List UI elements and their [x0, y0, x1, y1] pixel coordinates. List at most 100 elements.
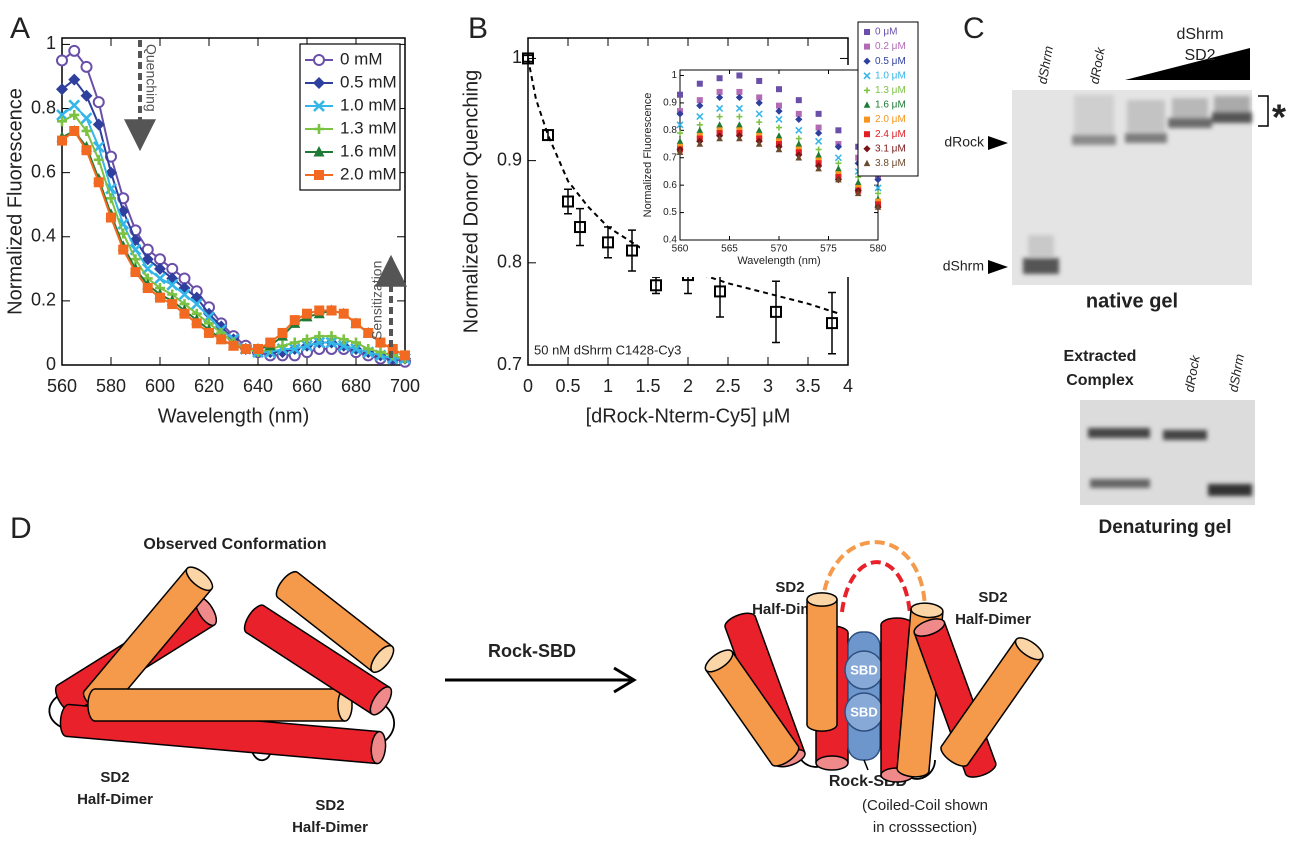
y-tick-label: 0.4: [31, 226, 56, 246]
marker: [82, 145, 92, 155]
error-bar: [564, 189, 572, 214]
marker: [69, 100, 79, 110]
y-tick-label: 0.2: [31, 290, 56, 310]
marker: [167, 264, 177, 274]
x-tick-label: 640: [243, 376, 273, 396]
gradient-label: dShrm: [1176, 26, 1223, 43]
panel-label: C: [963, 12, 985, 45]
x-axis-title: Wavelength (nm): [158, 405, 310, 427]
marker: [697, 81, 703, 87]
half-dimer-label: Half-Dimer: [955, 611, 1031, 628]
half-dimer-label: Half-Dimer: [292, 819, 368, 836]
x-tick-label: 560: [47, 376, 77, 396]
gel-label: Extracted: [1064, 348, 1137, 365]
legend-label: 0.5 mM: [340, 72, 397, 91]
panel-label: B: [468, 12, 488, 45]
legend-label: 1.3 μM: [875, 85, 906, 96]
marker: [69, 46, 79, 56]
marker: [155, 273, 165, 283]
y-tick-label: 1: [671, 70, 677, 81]
half-dimer-label: SD2: [100, 769, 129, 786]
marker: [167, 299, 177, 309]
y-tick-label: 0: [46, 354, 56, 374]
gel-title: Denaturing gel: [1098, 517, 1231, 538]
error-bar: [828, 292, 836, 353]
marker-arrow: [988, 136, 1008, 150]
y-tick-label: 0.8: [663, 125, 677, 136]
y-axis-title: Normalized Fluorescence: [4, 88, 26, 315]
bracket: [1258, 96, 1268, 126]
legend-label: 3.1 μM: [875, 143, 906, 154]
gel-label: Complex: [1066, 372, 1134, 389]
figure: A B C D dShrm dRock dShrm SD2 dRock dShr…: [0, 0, 1296, 862]
error-bar: [628, 230, 636, 271]
y-axis-title: Normalized Donor Quenching: [460, 70, 482, 333]
gradient-label: SD2: [1184, 47, 1215, 64]
marker: [314, 306, 324, 316]
x-axis-title: Wavelength (nm): [737, 255, 820, 267]
marker: [351, 318, 361, 328]
y-tick-label: 1: [46, 33, 56, 53]
marker: [816, 111, 822, 117]
marker: [736, 72, 742, 78]
y-tick-label: 0.8: [31, 97, 56, 117]
x-tick-label: 600: [145, 376, 175, 396]
error-bar: [544, 130, 552, 140]
helix: [88, 689, 352, 721]
y-tick-label: 0.7: [497, 354, 522, 374]
marker: [302, 309, 312, 319]
marker: [241, 344, 251, 354]
note: in crosssection): [873, 819, 977, 836]
marker: [118, 245, 128, 255]
x-tick-label: 700: [390, 376, 420, 396]
lane-label: dShrm: [1035, 45, 1056, 85]
x-tick-label: 580: [870, 244, 887, 255]
marker: [192, 318, 202, 328]
legend-label: 0 mM: [340, 49, 383, 68]
marker: [94, 177, 104, 187]
legend-label: 1.3 mM: [340, 118, 397, 137]
marker: [314, 170, 324, 180]
sbd-label: SBD: [850, 704, 877, 719]
helix-cap: [816, 756, 848, 770]
half-dimer-label: Half-Dimer: [77, 791, 153, 808]
diagram-title: Observed Conformation: [143, 536, 326, 553]
legend-label: 0.5 μM: [875, 56, 906, 67]
marker: [400, 350, 410, 360]
marker: [265, 338, 275, 348]
error-bar: [604, 227, 612, 258]
marker: [216, 334, 226, 344]
marker: [327, 306, 337, 316]
marker: [864, 29, 870, 35]
marker: [756, 78, 762, 84]
error-bar: [772, 281, 780, 342]
legend-label: 2.0 μM: [875, 114, 906, 125]
legend-label: 1.6 μM: [875, 100, 906, 111]
marker: [57, 136, 67, 146]
note: (Coiled-Coil shown: [862, 797, 988, 814]
x-tick-label: 575: [820, 244, 837, 255]
half-dimer-label: SD2: [315, 797, 344, 814]
x-tick-label: 660: [292, 376, 322, 396]
half-dimer-label: SD2: [978, 589, 1007, 606]
marker: [835, 127, 841, 133]
legend-label: 2.4 μM: [875, 129, 906, 140]
panel-label: A: [10, 12, 30, 45]
legend-label: 1.0 mM: [340, 95, 397, 114]
marker: [155, 293, 165, 303]
marker: [278, 328, 288, 338]
marker: [57, 55, 67, 65]
x-tick-label: 0: [523, 376, 533, 396]
page: A B C D dShrm dRock dShrm SD2 dRock dShr…: [0, 0, 1296, 862]
helix-cap: [807, 593, 837, 606]
marker: [180, 309, 190, 319]
panel-label: D: [10, 512, 32, 545]
x-tick-label: 580: [96, 376, 126, 396]
marker: [314, 55, 324, 65]
x-tick-label: 0.5: [555, 376, 580, 396]
annotation: Quenching: [143, 44, 159, 112]
marker: [94, 97, 104, 107]
marker: [339, 309, 349, 319]
lane-label: dRock: [1087, 45, 1108, 85]
legend-label: 3.8 μM: [875, 158, 906, 169]
